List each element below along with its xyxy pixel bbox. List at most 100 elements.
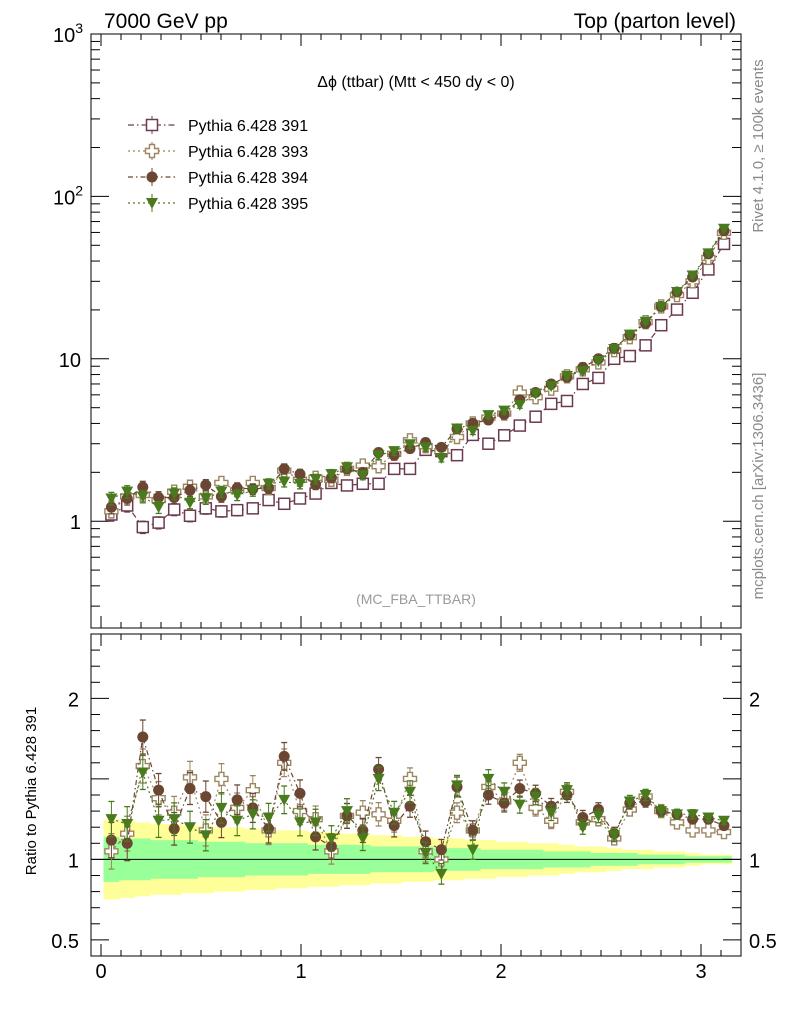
data-point — [529, 410, 542, 423]
ratio-point — [231, 815, 244, 827]
data-point-shape — [230, 503, 244, 517]
series-line — [110, 232, 725, 512]
ratio-point — [449, 805, 465, 820]
y-tick-label: 103 — [53, 20, 83, 47]
data-point — [152, 516, 165, 529]
data-point-shape — [497, 429, 511, 442]
data-point-shape — [608, 343, 621, 355]
ratio-point — [372, 773, 385, 785]
data-point-shape — [231, 490, 244, 502]
data-point-shape — [215, 486, 228, 498]
data-point-shape — [167, 503, 181, 516]
data-point-shape — [482, 437, 495, 450]
data-point — [449, 429, 465, 445]
data-point — [262, 493, 275, 507]
data-point — [121, 486, 134, 498]
data-point-shape — [561, 370, 573, 382]
ratio-y-tick-label-right: 1 — [749, 850, 760, 872]
ratio-point-shape — [623, 796, 636, 808]
data-point — [136, 520, 150, 534]
data-point — [623, 329, 636, 341]
data-point — [372, 477, 385, 491]
data-point — [498, 405, 511, 417]
data-point-shape — [372, 450, 385, 462]
ratio-point — [718, 815, 730, 827]
ratio-point-shape — [184, 783, 196, 795]
rivet-label: Rivet 4.1.0, ≥ 100k events — [750, 59, 767, 232]
ratio-point — [341, 806, 353, 818]
ratio-point — [388, 820, 400, 832]
data-point — [482, 437, 495, 450]
ratio-point — [576, 822, 589, 834]
data-point-shape — [623, 329, 636, 341]
data-point-shape — [105, 501, 117, 513]
data-point — [387, 462, 401, 476]
ratio-point — [371, 807, 386, 822]
ratio-point-shape — [309, 817, 322, 829]
data-point — [278, 463, 290, 475]
data-point-shape — [371, 459, 386, 474]
ratio-point — [246, 809, 259, 821]
ratio-point — [325, 833, 338, 845]
ratio-y-tick-label: 0.5 — [51, 931, 79, 953]
data-point-shape — [277, 497, 291, 511]
data-point — [529, 388, 542, 400]
data-point — [168, 488, 181, 500]
data-point-shape — [153, 491, 165, 503]
data-point — [246, 502, 260, 515]
data-point — [278, 476, 291, 488]
data-point-shape — [450, 448, 464, 462]
data-point — [592, 355, 605, 367]
data-point-shape — [702, 263, 715, 276]
data-point-shape — [560, 394, 574, 408]
ratio-point — [231, 794, 243, 806]
data-point-shape — [702, 248, 715, 260]
ratio-point-shape — [702, 812, 715, 824]
data-point-shape — [183, 509, 197, 523]
data-point-shape — [545, 381, 558, 393]
data-point — [482, 410, 495, 422]
ratio-point — [561, 785, 573, 797]
data-point-shape — [387, 462, 401, 476]
series-line — [111, 243, 725, 528]
data-point — [262, 478, 275, 490]
data-point-shape — [671, 286, 683, 298]
ratio-point — [482, 773, 495, 785]
data-point-shape — [200, 479, 212, 491]
ratio-point — [121, 818, 134, 830]
data-point — [592, 371, 605, 385]
data-point-shape — [184, 484, 196, 496]
data-point-shape — [309, 473, 322, 485]
ratio-point-shape — [231, 815, 244, 827]
ratio-point — [640, 795, 652, 807]
data-point — [184, 484, 196, 496]
ratio-point-shape — [512, 755, 527, 770]
ratio-point — [513, 799, 526, 811]
data-point-shape — [199, 493, 212, 505]
data-point-shape — [105, 493, 118, 505]
ratio-y-tick-label-right: 0.5 — [749, 931, 777, 953]
ratio-point — [214, 771, 229, 787]
x-tick-label: 1 — [295, 961, 306, 983]
ratio-point-shape — [199, 830, 212, 842]
data-point — [199, 493, 212, 505]
data-point — [561, 370, 573, 382]
data-point — [451, 423, 463, 435]
ratio-point-shape — [545, 807, 558, 819]
data-point — [576, 377, 590, 391]
main-frame — [90, 33, 742, 629]
legend-label: Pythia 6.428 395 — [188, 196, 308, 213]
data-point-shape — [152, 502, 165, 514]
ratio-point-shape — [402, 771, 418, 787]
ratio-point — [639, 790, 652, 801]
data-point — [340, 479, 354, 492]
ratio-point-shape — [372, 773, 385, 785]
plot-title: Δϕ (ttbar) (Mtt < 450 dy < 0) — [317, 74, 515, 91]
ratio-point — [451, 780, 463, 792]
data-point — [105, 493, 118, 505]
ratio-point-shape — [655, 806, 668, 818]
data-point-shape — [168, 488, 181, 500]
data-point — [450, 448, 464, 462]
ratio-point-shape — [482, 789, 494, 801]
